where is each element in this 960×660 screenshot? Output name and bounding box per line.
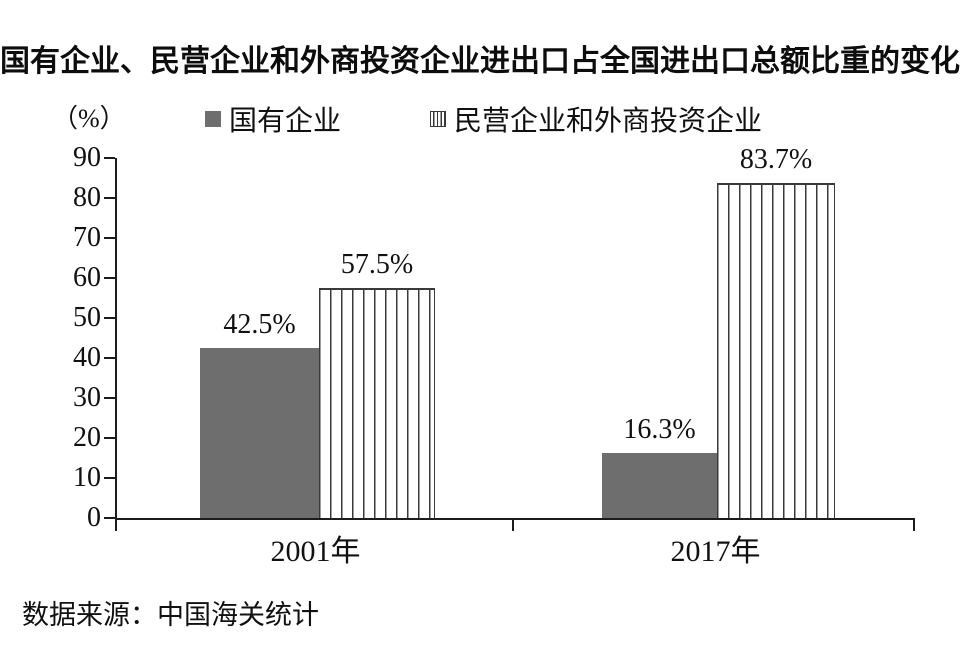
y-tick-label: 30	[73, 382, 101, 413]
value-label-soe-2001: 42.5%	[223, 309, 296, 340]
y-tick-label: 80	[73, 182, 101, 213]
y-axis-unit-label: （%）	[52, 104, 126, 133]
y-tick-mark	[104, 437, 115, 439]
x-category-label-2001: 2001年	[270, 535, 361, 568]
value-label-private-2017: 83.7%	[739, 144, 813, 176]
solid-gray-swatch-icon	[205, 111, 221, 127]
x-category-label-2017: 2017年	[670, 535, 761, 568]
y-tick-label: 40	[73, 342, 101, 373]
bar-soe-2001	[200, 348, 319, 518]
y-tick-mark	[104, 477, 115, 479]
y-tick-label: 70	[73, 222, 101, 253]
chart-title: 国有企业、民营企业和外商投资企业进出口占全国进出口总额比重的变化	[0, 45, 960, 78]
y-tick-label: 10	[73, 462, 101, 493]
bar-private-2001	[319, 288, 435, 518]
x-tick-left	[115, 520, 117, 531]
y-tick-mark	[104, 157, 115, 159]
plot-area: 0 10 20 30 40 50 60 70 80 90 42.5% 57.5% 16.3% 83…	[73, 142, 915, 533]
legend-item-soe: 国有企业	[205, 99, 341, 139]
value-label-soe-2017: 16.3%	[623, 413, 696, 445]
y-tick-label: 60	[73, 262, 101, 293]
legend-item-private-foreign: 民营企业和外商投资企业	[430, 99, 762, 139]
legend-label-soe: 国有企业	[229, 106, 342, 137]
y-tick-mark	[104, 517, 115, 519]
bar-private-2017	[717, 183, 835, 518]
vertical-stripes-swatch-icon	[430, 111, 446, 127]
y-tick-mark	[104, 397, 115, 399]
y-tick-mark	[104, 277, 115, 279]
y-tick-mark	[104, 197, 115, 199]
value-label-private-2001: 57.5%	[340, 249, 414, 280]
source-note: 数据来源：中国海关统计	[22, 600, 319, 630]
y-tick-label: 0	[87, 502, 101, 533]
y-tick-mark	[104, 357, 115, 359]
x-tick-right	[913, 520, 915, 531]
bar-soe-2017	[602, 452, 717, 518]
y-tick-label: 50	[73, 302, 101, 333]
y-tick-mark	[104, 237, 115, 239]
legend-label-private-foreign: 民营企业和外商投资企业	[454, 106, 763, 137]
y-tick-label: 90	[73, 142, 101, 173]
y-tick-label: 20	[73, 422, 101, 453]
x-tick-middle	[512, 520, 514, 531]
y-tick-mark	[104, 317, 115, 319]
